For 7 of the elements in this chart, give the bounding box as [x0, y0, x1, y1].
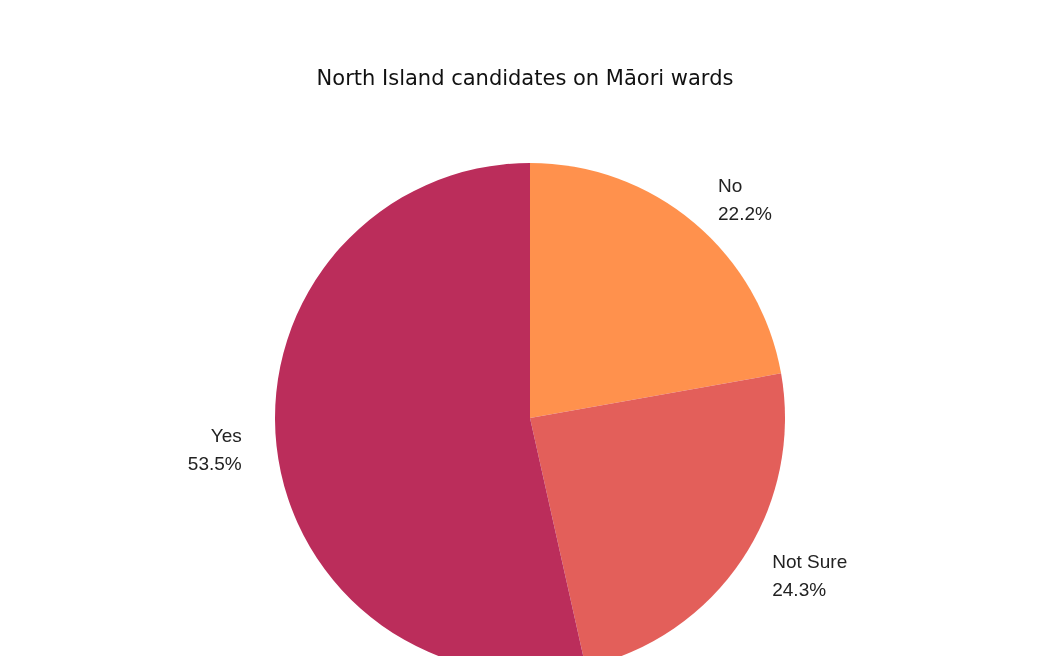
data-label: 53.5%	[187, 452, 242, 474]
chart-title: North Island candidates on Māori wards	[316, 65, 734, 90]
data-label: 24.3%	[772, 579, 827, 601]
slice-label: No	[718, 175, 743, 197]
slice-label: Yes	[210, 424, 242, 446]
slice-label: Not Sure	[772, 551, 848, 573]
data-label: 22.2%	[718, 203, 773, 225]
